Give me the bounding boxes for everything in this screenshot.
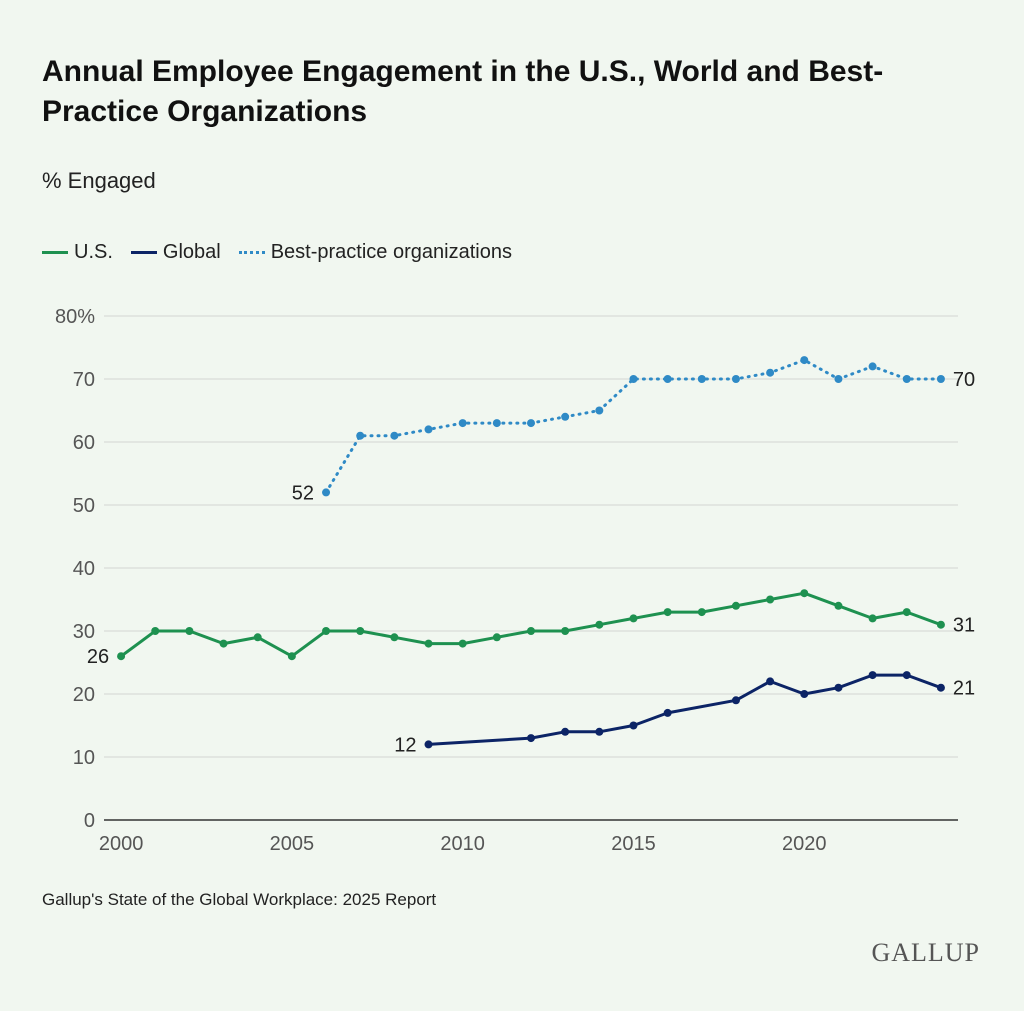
legend-item-best: Best-practice organizations: [238, 240, 512, 264]
legend: U.S. Global Best-practice organizations: [42, 240, 530, 264]
data-point-global: [561, 727, 570, 736]
data-point-best: [356, 431, 365, 440]
x-tick-label: 2020: [782, 833, 827, 855]
data-point-global: [595, 727, 604, 736]
end-label-us: 31: [953, 615, 975, 637]
data-point-best: [834, 375, 843, 383]
data-point-global: [800, 690, 809, 698]
data-point-us: [595, 620, 604, 629]
data-point-us: [527, 627, 535, 635]
data-point-best: [527, 419, 535, 428]
data-point-best: [595, 406, 604, 415]
gallup-logo: GALLUP: [871, 938, 980, 967]
data-point-global: [663, 708, 672, 717]
data-point-best: [390, 431, 399, 440]
x-tick-label: 2005: [270, 833, 315, 855]
data-point-best: [629, 375, 638, 383]
legend-item-global: Global: [130, 240, 221, 264]
start-label-global: 12: [394, 734, 416, 756]
data-point-us: [185, 627, 194, 635]
data-point-best: [458, 419, 467, 428]
data-point-best: [800, 356, 809, 365]
y-tick-label: 30: [73, 621, 95, 643]
series-line-us: [119, 591, 943, 658]
data-point-global: [629, 721, 638, 730]
x-tick-label: 2010: [440, 833, 485, 855]
data-point-global: [424, 740, 433, 749]
data-point-global: [834, 683, 843, 692]
data-point-us: [629, 614, 638, 623]
y-tick-label: 40: [73, 558, 95, 580]
data-point-best: [663, 375, 672, 383]
data-point-us: [936, 620, 945, 629]
data-point-us: [561, 627, 570, 635]
data-point-us: [219, 639, 228, 648]
data-point-us: [390, 633, 399, 642]
data-point-us: [424, 639, 433, 648]
data-point-best: [697, 375, 706, 383]
data-point-us: [492, 633, 501, 642]
data-point-global: [766, 677, 775, 686]
data-point-us: [356, 627, 365, 635]
data-point-best: [492, 419, 501, 428]
data-point-us: [151, 627, 160, 635]
legend-swatch-best: [238, 250, 265, 254]
data-point-global: [527, 734, 535, 743]
legend-label-global: Global: [162, 240, 221, 263]
legend-swatch-us: [42, 250, 68, 254]
data-point-us: [731, 601, 740, 610]
data-point-best: [936, 375, 945, 383]
legend-item-us: U.S.: [42, 241, 113, 264]
data-point-best: [902, 375, 911, 383]
legend-label-best: Best-practice organizations: [270, 240, 512, 263]
data-point-global: [902, 671, 911, 680]
x-tick-label: 2000: [99, 833, 144, 855]
data-point-us: [766, 595, 775, 604]
data-point-best: [561, 412, 570, 421]
y-tick-label: 80%: [55, 306, 95, 328]
start-label-best: 52: [292, 482, 314, 504]
data-point-best: [868, 362, 877, 371]
series-line-global: [427, 673, 943, 746]
data-point-best: [766, 368, 775, 377]
data-point-us: [697, 608, 706, 617]
x-tick-label: 2015: [611, 833, 656, 855]
data-point-us: [868, 614, 877, 623]
source-note: Gallup's State of the Global Workplace: …: [42, 890, 437, 909]
data-point-best: [424, 425, 433, 434]
data-point-global: [731, 696, 740, 705]
y-tick-label: 10: [73, 747, 95, 769]
data-point-us: [800, 589, 809, 598]
y-tick-label: 50: [73, 495, 95, 517]
end-label-best: 70: [953, 369, 975, 391]
data-point-best: [322, 488, 331, 497]
data-point-best: [731, 375, 740, 383]
data-point-us: [253, 633, 262, 642]
data-point-us: [117, 652, 126, 661]
data-point-us: [902, 608, 911, 617]
end-label-global: 21: [953, 678, 975, 700]
legend-label-us: U.S.: [74, 240, 113, 263]
start-label-us: 26: [87, 646, 109, 668]
data-point-us: [322, 627, 331, 635]
chart-subtitle: % Engaged: [42, 168, 156, 193]
data-point-us: [287, 652, 296, 661]
y-tick-label: 0: [84, 810, 95, 832]
y-tick-label: 70: [73, 369, 95, 391]
data-point-us: [663, 608, 672, 617]
y-tick-label: 20: [73, 684, 95, 706]
y-tick-label: 60: [73, 432, 95, 454]
data-point-global: [936, 683, 945, 692]
legend-swatch-global: [130, 250, 157, 254]
data-point-us: [458, 639, 467, 648]
data-point-us: [834, 601, 843, 610]
data-point-global: [868, 671, 877, 680]
chart-title: Annual Employee Engagement in the U.S., …: [42, 55, 884, 128]
